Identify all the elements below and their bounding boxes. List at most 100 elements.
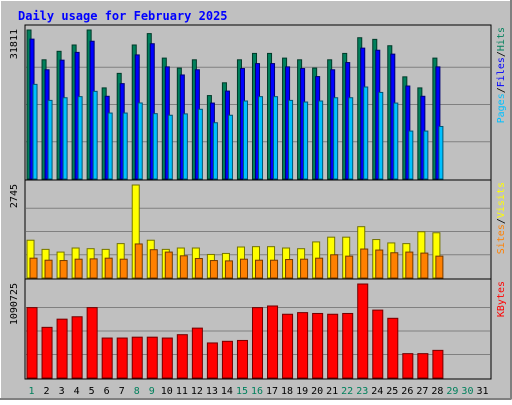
legend-item-pages: Pages	[496, 93, 507, 123]
day-label-14: 14	[221, 386, 233, 397]
bar-sites-25	[390, 252, 399, 279]
bar-pages-25	[393, 102, 399, 180]
day-label-6: 6	[104, 386, 110, 397]
bar-sites-14	[224, 260, 233, 279]
bar-kbytes-14	[221, 340, 233, 379]
day-label-13: 13	[206, 386, 218, 397]
bar-kbytes-25	[387, 317, 399, 379]
bar-sites-7	[119, 258, 128, 279]
day-label-21: 21	[326, 386, 338, 397]
bar-kbytes-24	[372, 309, 384, 379]
bar-kbytes-18	[282, 313, 294, 379]
day-label-4: 4	[74, 386, 80, 397]
bar-sites-15	[239, 258, 248, 279]
day-label-1: 1	[29, 386, 35, 397]
bar-pages-13	[212, 122, 218, 180]
bar-pages-28	[438, 125, 444, 180]
bar-pages-3	[62, 97, 68, 180]
bar-kbytes-19	[297, 312, 309, 379]
bar-sites-26	[405, 251, 414, 279]
day-label-23: 23	[356, 386, 368, 397]
bar-kbytes-6	[101, 337, 113, 379]
bar-pages-14	[227, 114, 233, 180]
legend-item-visits: Visits	[496, 182, 507, 218]
bar-pages-27	[423, 130, 429, 180]
day-label-28: 28	[431, 386, 443, 397]
bar-kbytes-16	[251, 307, 264, 379]
legend-middle: Sites/Visits	[496, 182, 507, 254]
day-label-9: 9	[149, 386, 155, 397]
day-label-27: 27	[416, 386, 428, 397]
bar-kbytes-21	[327, 313, 339, 379]
bar-pages-24	[378, 91, 384, 180]
bar-pages-16	[257, 96, 264, 180]
bar-kbytes-7	[116, 337, 128, 379]
bar-kbytes-8	[131, 336, 143, 379]
bar-pages-7	[122, 112, 128, 180]
day-label-25: 25	[386, 386, 398, 397]
bar-pages-1	[32, 83, 38, 180]
day-label-26: 26	[401, 386, 413, 397]
bar-kbytes-9	[146, 336, 158, 379]
legend-item-files: Files	[496, 57, 507, 87]
legend-top: Pages/Files/Hits	[496, 27, 507, 123]
bar-kbytes-27	[417, 353, 429, 379]
bar-sites-1	[29, 257, 38, 279]
bar-kbytes-23	[357, 283, 369, 379]
bar-pages-21	[333, 97, 339, 180]
bar-sites-13	[209, 260, 218, 279]
max-label-middle: 2745	[9, 184, 20, 208]
bar-pages-17	[273, 96, 279, 180]
day-label-15: 15	[236, 386, 248, 397]
day-labels: 1 2 3 4 5 6 7 8 9 10 11 12 13 14 15 16 17 18 19 20 21 22 23 24 2…	[29, 386, 489, 397]
bar-sites-4	[74, 258, 83, 279]
bar-sites-24	[375, 249, 384, 279]
bar-kbytes-4	[71, 316, 83, 379]
chart-title: Daily usage for February 2025	[18, 9, 228, 23]
bar-sites-11	[179, 255, 188, 279]
bar-pages-23	[363, 86, 369, 180]
panel-middle: 2745 Sites/Visits	[9, 179, 507, 280]
bar-kbytes-26	[402, 353, 414, 379]
bar-pages-22	[348, 97, 354, 180]
bar-sites-10	[164, 251, 173, 279]
day-label-29: 29	[446, 386, 458, 397]
bar-kbytes-17	[267, 305, 279, 379]
bar-sites-9	[149, 249, 158, 279]
bar-sites-5	[89, 258, 98, 279]
panel-bottom: 1090725 KBytes	[9, 278, 507, 380]
bar-files-9	[149, 43, 155, 180]
bar-sites-20	[315, 257, 324, 279]
day-label-17: 17	[266, 386, 278, 397]
bar-pages-26	[408, 130, 414, 180]
legend-item-kbytes: KBytes	[496, 281, 507, 317]
max-label-top: 31811	[9, 29, 20, 59]
day-label-3: 3	[59, 386, 65, 397]
bar-sites-3	[59, 260, 68, 279]
day-label-30: 30	[461, 386, 473, 397]
bar-sites-12	[194, 258, 203, 279]
bar-sites-28	[435, 255, 444, 279]
day-label-16: 16	[251, 386, 263, 397]
panel-top: 31811 Pages/Files/Hits	[9, 24, 507, 181]
bar-sites-6	[104, 257, 113, 279]
day-label-11: 11	[176, 386, 188, 397]
bar-pages-2	[47, 99, 53, 180]
bar-sites-23	[360, 248, 369, 279]
bar-pages-15	[242, 100, 248, 180]
day-label-2: 2	[44, 386, 50, 397]
max-label-bottom: 1090725	[9, 283, 20, 325]
day-label-7: 7	[119, 386, 125, 397]
bar-kbytes-10	[161, 337, 173, 379]
day-label-31: 31	[476, 386, 488, 397]
bar-files-28	[435, 66, 441, 180]
day-label-22: 22	[341, 386, 353, 397]
bar-sites-22	[345, 255, 354, 279]
day-label-5: 5	[89, 386, 95, 397]
bar-pages-8	[137, 102, 143, 180]
day-label-12: 12	[191, 386, 203, 397]
bar-kbytes-3	[56, 318, 68, 379]
day-label-24: 24	[371, 386, 383, 397]
